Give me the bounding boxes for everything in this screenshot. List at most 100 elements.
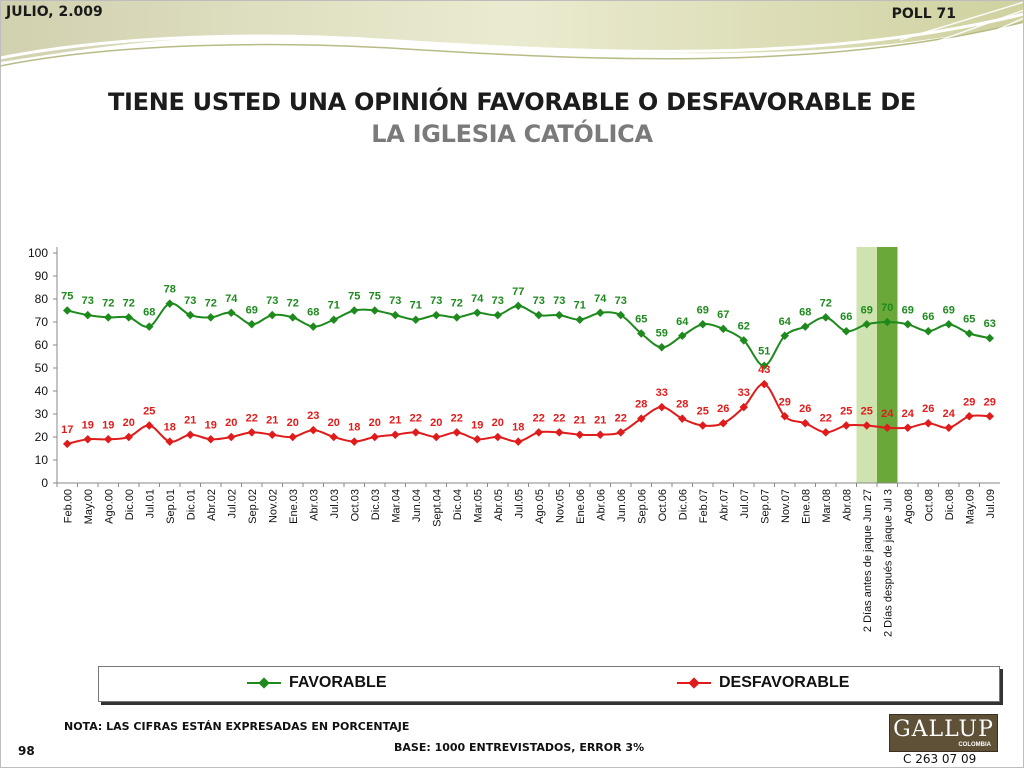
data-label-desfavorable: 20 xyxy=(328,417,340,429)
legend-label-favorable: FAVORABLE xyxy=(289,674,387,691)
data-label-desfavorable: 24 xyxy=(902,408,915,420)
data-label-desfavorable: 20 xyxy=(369,417,381,429)
x-tick-label: Dic.08 xyxy=(944,489,956,520)
data-point-favorable xyxy=(452,313,461,322)
data-point-favorable xyxy=(883,317,892,327)
chart-title-line1: TIENE USTED UNA OPINIÓN FAVORABLE O DESF… xyxy=(107,88,917,116)
highlight-band xyxy=(856,247,877,483)
legend-label-desfavorable: DESFAVORABLE xyxy=(719,674,850,691)
x-tick-label: Jul.03 xyxy=(329,489,341,518)
data-point-favorable xyxy=(391,310,400,320)
data-point-favorable xyxy=(965,329,974,338)
data-label-desfavorable: 25 xyxy=(143,406,155,418)
data-point-desfavorable xyxy=(678,414,687,423)
x-tick-label: Sept.04 xyxy=(431,489,443,527)
data-label-favorable: 72 xyxy=(205,297,217,309)
data-point-favorable xyxy=(247,320,256,329)
y-tick-label: 50 xyxy=(35,361,49,375)
x-tick-label: Dic.03 xyxy=(370,489,382,520)
x-tick-label: Nov.05 xyxy=(554,489,566,523)
x-tick-label: Abr.07 xyxy=(718,489,730,521)
data-point-favorable xyxy=(514,301,523,311)
x-tick-label: Ago.08 xyxy=(903,489,915,524)
data-label-desfavorable: 26 xyxy=(717,403,729,415)
data-point-desfavorable xyxy=(616,428,625,437)
data-label-desfavorable: 18 xyxy=(348,422,360,434)
legend-marker-favorable xyxy=(247,676,281,690)
data-point-desfavorable xyxy=(514,437,523,446)
data-point-favorable xyxy=(83,310,92,320)
data-label-desfavorable: 19 xyxy=(205,419,217,431)
poll-label: POLL 71 xyxy=(891,6,956,22)
data-label-favorable: 73 xyxy=(533,295,545,307)
data-label-favorable: 74 xyxy=(471,293,484,305)
data-point-desfavorable xyxy=(411,428,420,437)
series-line-desfavorable xyxy=(67,383,990,445)
data-point-favorable xyxy=(268,310,277,320)
legend-item-desfavorable: DESFAVORABLE xyxy=(677,674,849,692)
data-label-desfavorable: 23 xyxy=(307,410,319,422)
data-point-desfavorable xyxy=(493,432,502,442)
data-label-favorable: 75 xyxy=(348,291,360,303)
data-label-desfavorable: 21 xyxy=(594,415,606,427)
x-tick-label: Ago.00 xyxy=(103,489,115,524)
x-tick-label: Jul.02 xyxy=(226,489,238,518)
page-number: 98 xyxy=(18,744,35,758)
data-label-favorable: 66 xyxy=(922,311,934,323)
data-point-desfavorable xyxy=(575,430,584,439)
x-tick-label: 2 Días después de jaque Jul 3 xyxy=(882,489,894,637)
data-label-favorable: 68 xyxy=(799,307,811,319)
data-label-desfavorable: 29 xyxy=(779,396,791,408)
data-label-favorable: 74 xyxy=(225,293,238,305)
x-tick-label: Nov.07 xyxy=(780,489,792,523)
data-label-favorable: 51 xyxy=(758,346,770,358)
data-point-desfavorable xyxy=(985,412,994,421)
x-tick-label: May.09 xyxy=(964,489,976,524)
data-point-desfavorable xyxy=(965,412,974,421)
chart-title-line2: LA IGLESIA CATÓLICA xyxy=(371,120,653,148)
data-point-favorable xyxy=(903,320,912,329)
data-point-favorable xyxy=(596,308,605,318)
data-point-desfavorable xyxy=(944,423,953,433)
data-point-desfavorable xyxy=(452,428,461,437)
x-tick-label: Ene.08 xyxy=(800,489,812,524)
y-tick-label: 30 xyxy=(35,407,49,421)
x-tick-label: Dic.04 xyxy=(452,489,464,520)
legend-item-favorable: FAVORABLE xyxy=(247,674,386,692)
x-tick-label: Mar.04 xyxy=(390,489,402,523)
x-tick-label: Oct.08 xyxy=(923,489,935,521)
data-point-desfavorable xyxy=(186,430,195,439)
data-label-favorable: 73 xyxy=(430,295,442,307)
data-label-favorable: 71 xyxy=(574,300,586,312)
data-label-favorable: 62 xyxy=(738,320,750,332)
data-point-desfavorable xyxy=(801,418,810,428)
data-label-favorable: 71 xyxy=(410,300,422,312)
y-tick-label: 60 xyxy=(35,338,49,352)
data-point-desfavorable xyxy=(883,423,892,433)
x-tick-label: Ene.06 xyxy=(575,489,587,524)
data-point-favorable xyxy=(63,306,72,315)
data-point-desfavorable xyxy=(350,437,359,446)
data-point-favorable xyxy=(760,361,769,370)
data-label-desfavorable: 25 xyxy=(861,406,873,418)
x-tick-label: Mar.08 xyxy=(821,489,833,523)
data-point-favorable xyxy=(698,320,707,329)
data-label-desfavorable: 28 xyxy=(635,399,647,411)
x-tick-label: Jul.05 xyxy=(513,489,525,518)
data-point-favorable xyxy=(206,313,215,322)
data-point-favorable xyxy=(534,310,543,320)
data-point-favorable xyxy=(329,315,338,324)
data-point-favorable xyxy=(801,322,810,331)
x-tick-label: Abr.02 xyxy=(206,489,218,521)
data-label-favorable: 65 xyxy=(963,314,975,326)
y-tick-label: 90 xyxy=(35,269,49,283)
logo-subtext: COLOMBIA xyxy=(958,742,991,748)
data-point-desfavorable xyxy=(862,421,871,430)
data-point-desfavorable xyxy=(780,412,789,421)
data-label-favorable: 74 xyxy=(594,293,607,305)
data-point-desfavorable xyxy=(637,414,646,423)
data-point-favorable xyxy=(493,310,502,320)
data-label-favorable: 72 xyxy=(123,297,135,309)
data-point-favorable xyxy=(555,310,564,320)
